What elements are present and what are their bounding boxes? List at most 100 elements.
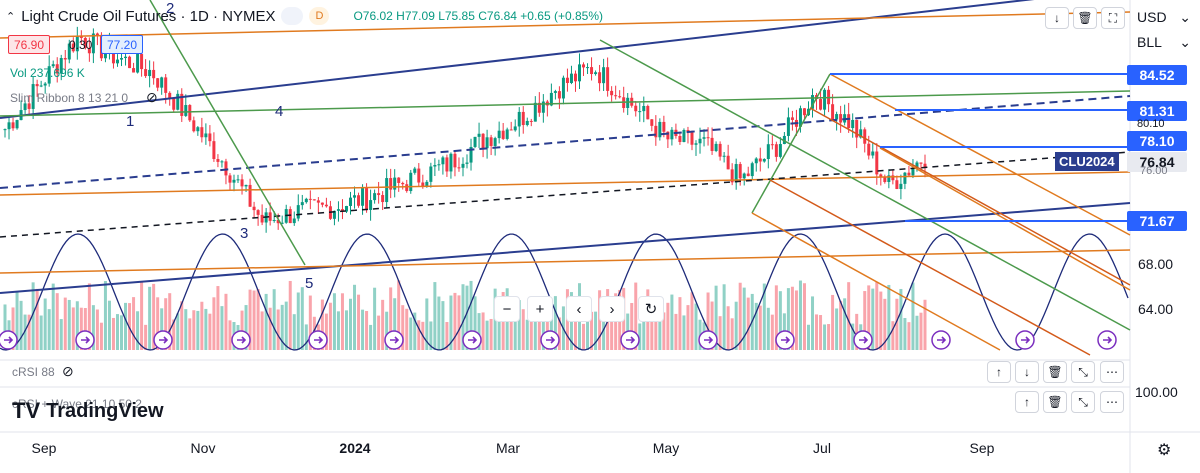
volume-bar [365,310,369,350]
delete-button[interactable]: 🗑 [1043,361,1067,383]
candle [192,116,196,133]
candle [577,53,581,89]
pitchfork-orange-1 [829,73,1131,236]
candle-body [730,169,734,183]
candle [871,143,875,159]
volume-bar [734,301,738,350]
candle [67,39,71,64]
eye-off-icon[interactable]: ⊘ [146,89,158,105]
collapse-button[interactable]: ⤡ [1071,391,1095,413]
volume-bar [15,292,19,350]
volume-bar [389,287,393,350]
candle [59,54,63,81]
crsi-indicator-label[interactable]: cRSI 88 [12,365,55,379]
candle [626,93,630,116]
zoom-in-button[interactable]: + [527,296,553,322]
candle [602,58,606,92]
volume-bar [148,286,152,350]
cycle-arrow-icon [620,330,640,350]
volume-bar [654,320,658,350]
scroll-left-button[interactable]: ‹ [566,296,592,322]
volume-bar [43,298,47,350]
reset-chart-button[interactable]: ↻ [638,296,664,322]
candle-body [393,177,397,190]
volume-bar [839,300,843,350]
move-up-button[interactable]: ↑ [1015,391,1039,413]
collapse-button[interactable]: ⤡ [1071,361,1095,383]
volume-bar [71,307,75,350]
candle [91,28,95,64]
scroll-down-button[interactable]: ↓ [1045,7,1069,29]
candle [461,157,465,177]
candle-body [7,122,11,130]
volume-bar [738,282,742,350]
volume-bar [264,293,268,350]
candle-body [272,219,276,221]
candle [437,159,441,171]
volume-bar [256,289,260,350]
volume-bar [481,312,485,350]
candle-body [204,133,208,138]
volume-bar [328,302,332,350]
volume-label[interactable]: Vol 237.696 K [10,66,85,80]
candle [377,181,381,204]
time-tick: May [652,440,680,456]
candle-body [409,172,413,192]
volume-bar [172,319,176,350]
delete-button[interactable]: 🗑 [1073,7,1097,29]
eye-off-icon[interactable]: ⊘ [62,363,74,379]
volume-bar [140,281,144,350]
move-up-button[interactable]: ↑ [987,361,1011,383]
candle-body [606,67,610,91]
zoom-out-button[interactable]: − [494,296,520,322]
candle [429,162,433,188]
volume-bar [778,291,782,350]
more-button[interactable]: ⋯ [1100,391,1124,413]
unit-dropdown[interactable]: BLL ⌄ [1132,30,1196,54]
candle [606,57,610,97]
candle-body [336,209,340,211]
candle-body [168,92,172,98]
candle-body [923,163,927,169]
volume-bar [268,307,272,350]
candle [433,158,437,177]
more-button[interactable]: ⋯ [1100,361,1124,383]
scroll-right-button[interactable]: › [599,296,625,322]
candle-body [465,162,469,164]
candle-body [83,37,87,48]
volume-bar [907,322,911,350]
candle-body [95,33,99,36]
chevron-up-icon[interactable]: ⌃ [6,10,16,23]
settings-gear-icon[interactable]: ⚙ [1157,442,1172,459]
candle-body [236,179,240,181]
candle [320,202,324,208]
candle-body [79,36,83,38]
candle [710,127,714,155]
maximize-button[interactable]: ⛶ [1101,7,1125,29]
volume-bar [63,297,67,350]
candle [746,166,750,177]
candle-body [915,162,919,169]
symbol-title[interactable]: Light Crude Oil Futures · 1D · NYMEX [21,7,276,25]
volume-bar [136,311,140,350]
bid-price[interactable]: 76.90 [8,35,51,54]
volume-bar [120,315,124,350]
ribbon-indicator-label[interactable]: Slim Ribbon 8 13 21 0 [10,91,129,105]
volume-bar [686,305,690,350]
eye-icon[interactable] [281,7,304,25]
volume-bar [469,280,473,350]
volume-bar [353,284,357,350]
candle [373,189,377,204]
move-down-button[interactable]: ↓ [1015,361,1039,383]
volume-bar [385,311,389,350]
candle [71,37,75,53]
delete-button[interactable]: 🗑 [1043,391,1067,413]
candle-body [389,178,393,190]
ask-price[interactable]: 77.20 [101,35,144,54]
currency-dropdown[interactable]: USD ⌄ [1132,5,1196,29]
candle-body [770,144,774,146]
candle-body [365,187,369,210]
candle [47,55,51,87]
wave-indicator-label[interactable]: cRSI + Wave 21 10 50 2 [12,397,142,411]
